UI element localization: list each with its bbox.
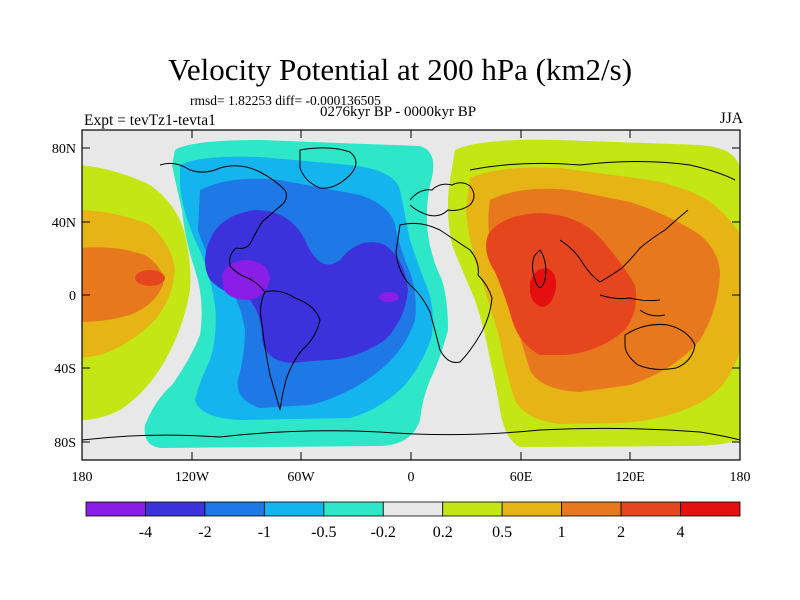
season-label: JJA <box>719 110 743 127</box>
experiment-label: Expt = tevTz1-tevta1 <box>84 112 216 129</box>
colorbar-box <box>204 501 265 517</box>
x-tick-label-120e: 120E <box>615 470 645 485</box>
stats-line: rmsd= 1.82253 diff= -0.000136505 <box>190 93 381 108</box>
colorbar-level-label: -4 <box>139 524 152 541</box>
contour-dateline-1 <box>82 247 164 322</box>
colorbar-box <box>501 501 563 517</box>
colorbar-box <box>620 501 681 517</box>
coastline-europe <box>409 182 475 217</box>
contour-neg-4-east <box>379 292 399 302</box>
y-axis <box>82 147 740 443</box>
coastline-australia <box>624 324 696 370</box>
y-tick-label-40n: 40N <box>52 216 76 231</box>
colorbar-level-label: -0.5 <box>311 524 336 541</box>
negative-anomaly-region <box>144 140 449 448</box>
coastline-antarctica <box>82 427 740 441</box>
coastline-asia <box>469 161 736 283</box>
x-tick-label-0: 0 <box>408 470 415 485</box>
y-tick-label-40s: 40S <box>54 362 76 377</box>
colorbar-level-label: -0.2 <box>371 524 396 541</box>
contour-dateline-2 <box>135 270 165 286</box>
colorbar-level-label: 4 <box>677 524 685 541</box>
colorbar-level-label: -2 <box>198 524 211 541</box>
coastline-indonesia <box>599 294 666 317</box>
x-tick-label-60w: 60W <box>287 470 315 485</box>
x-axis <box>191 130 631 460</box>
map-panel <box>82 130 740 460</box>
colorbar-level-label: 2 <box>617 524 625 541</box>
coastline-greenland <box>299 147 357 189</box>
dateline-anomaly-region <box>82 165 191 420</box>
x-tick-label-120w: 120W <box>175 470 210 485</box>
contour-pos-2 <box>486 213 637 355</box>
colorbar-box <box>263 501 325 517</box>
coastline-north-america <box>159 162 287 293</box>
colorbar-level-label: 0.2 <box>433 524 453 541</box>
contour-pos-4 <box>530 268 557 307</box>
colorbar <box>85 501 741 517</box>
map-title: Velocity Potential at 200 hPa (km2/s) <box>167 52 633 87</box>
x-tick-label-60e: 60E <box>510 470 533 485</box>
colorbar-box <box>561 501 622 517</box>
colorbar-box <box>382 501 444 517</box>
x-tick-label-180w: 180 <box>72 470 93 485</box>
colorbar-level-label: 0.5 <box>492 524 512 541</box>
period-line: 0276kyr BP - 0000kyr BP <box>320 104 477 120</box>
colorbar-level-label: 1 <box>558 524 566 541</box>
colorbar-level-label: -1 <box>258 524 271 541</box>
coastlines <box>82 147 740 441</box>
x-tick-label-180e: 180 <box>730 470 751 485</box>
y-tick-label-0: 0 <box>69 289 76 304</box>
colorbar-box <box>680 501 741 517</box>
coastline-africa <box>395 222 493 363</box>
colorbar-box <box>323 501 384 517</box>
coastline-south-america-west <box>260 291 281 411</box>
colorbar-labels: -4 -2 -1 -0.5 -0.2 0.2 0.5 1 2 4 <box>139 524 685 541</box>
y-tick-label-80s: 80S <box>54 436 76 451</box>
contour-neg-2 <box>205 210 408 363</box>
colorbar-box <box>145 501 206 517</box>
coastline-india <box>532 249 547 288</box>
colorbar-box <box>442 501 503 517</box>
coastline-south-america <box>264 290 321 411</box>
colorbar-box <box>85 501 146 517</box>
y-tick-label-80n: 80N <box>52 142 76 157</box>
